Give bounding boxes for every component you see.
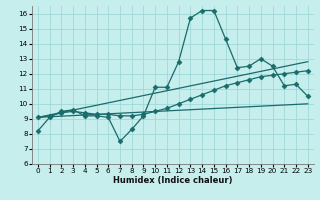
X-axis label: Humidex (Indice chaleur): Humidex (Indice chaleur) — [113, 176, 233, 185]
